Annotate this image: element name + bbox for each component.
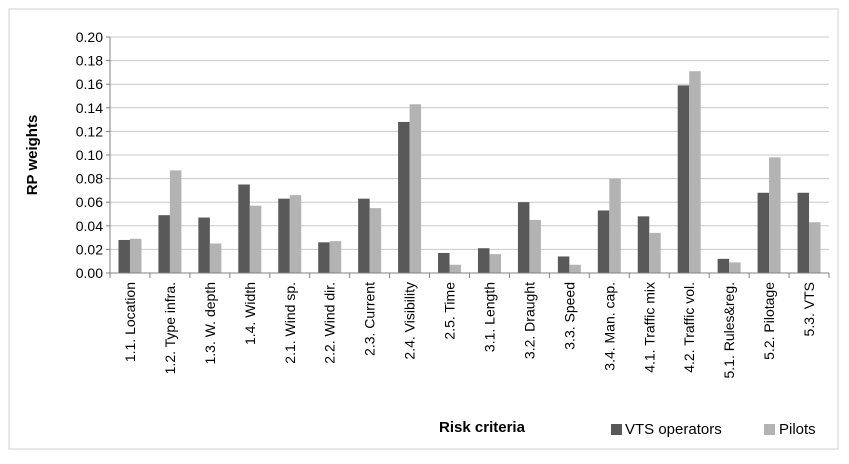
x-tick-label: 5.1. Rules&reg. xyxy=(721,282,737,379)
x-tick-label: 2.2. Wind dir. xyxy=(322,282,338,364)
bars xyxy=(118,71,821,274)
legend-label-vts: VTS operators xyxy=(625,421,722,438)
y-tick-label: 0.06 xyxy=(76,194,103,210)
x-tick-labels: 1.1. Location 1.2. Type infra. 1.3. W. dep… xyxy=(122,282,817,379)
bar-pilots xyxy=(689,71,701,273)
bar-pilots xyxy=(369,208,382,273)
x-tick-label: 3.4. Man. cap. xyxy=(601,282,617,371)
bar-vts-operators xyxy=(158,215,170,273)
x-tick-label: 1.2. Type infra. xyxy=(162,282,178,374)
bar-vts-operators xyxy=(517,202,530,273)
bar-pilots xyxy=(129,238,142,273)
bar-pilots xyxy=(729,262,741,273)
y-tick-label: 0.14 xyxy=(76,100,103,116)
bar-vts-operators xyxy=(238,184,250,273)
bar-pilots xyxy=(529,219,541,273)
legend-label-pilots: Pilots xyxy=(779,421,816,438)
y-tick-label: 0.00 xyxy=(76,265,103,281)
bar-pilots xyxy=(449,264,462,273)
x-tick-label: 2.5. Time xyxy=(442,282,458,340)
y-tick-label: 0.08 xyxy=(76,171,103,187)
x-tick-label: 5.2. Pilotage xyxy=(761,282,777,360)
x-tick-label: 2.3. Current xyxy=(362,282,378,356)
bar-pilots xyxy=(569,264,581,273)
y-tick-label: 0.16 xyxy=(76,76,103,92)
x-tick-label: 3.3. Speed xyxy=(561,282,577,350)
y-tick-labels: 0.00 0.02 0.04 0.06 0.08 0.10 0.12 0.14 0.16 0.18… xyxy=(76,29,103,281)
x-tick-label: 2.4. Visibility xyxy=(402,282,418,360)
bar-vts-operators xyxy=(198,217,210,273)
x-axis-label: Risk criteria xyxy=(439,419,526,436)
bar-pilots xyxy=(609,178,621,273)
bar-vts-operators xyxy=(557,256,570,273)
legend: VTS operators Pilots xyxy=(611,421,816,438)
x-tick-label: 1.1. Location xyxy=(122,282,138,362)
bar-pilots xyxy=(769,157,781,273)
gridlines xyxy=(110,36,829,250)
x-tick-label: 3.1. Length xyxy=(481,282,497,352)
bar-vts-operators xyxy=(398,121,410,274)
bar-vts-operators xyxy=(797,192,810,273)
y-axis-label: RP weights xyxy=(24,115,41,196)
axes xyxy=(106,36,830,278)
y-tick-label: 0.10 xyxy=(76,147,103,163)
bar-pilots xyxy=(249,205,262,273)
bar-vts-operators xyxy=(318,242,330,273)
bar-vts-operators xyxy=(597,210,610,273)
x-tick-label: 3.2. Draught xyxy=(521,282,537,359)
bar-pilots xyxy=(289,195,302,273)
bar-vts-operators xyxy=(278,198,290,273)
x-tick-label: 4.2. Traffic vol. xyxy=(681,282,697,373)
bar-vts-operators xyxy=(757,192,770,273)
y-tick-label: 0.02 xyxy=(76,241,103,257)
bar-pilots xyxy=(209,243,222,273)
bar-vts-operators xyxy=(118,239,130,273)
bar-vts-operators xyxy=(637,216,650,273)
bar-vts-operators xyxy=(358,198,370,273)
bar-vts-operators xyxy=(438,252,450,273)
y-tick-label: 0.04 xyxy=(76,218,103,234)
bar-pilots xyxy=(329,241,342,273)
bar-vts-operators xyxy=(677,85,690,273)
y-tick-label: 0.12 xyxy=(76,123,103,139)
bar-pilots xyxy=(809,222,821,273)
legend-swatch-pilots xyxy=(764,424,775,435)
bar-pilots xyxy=(489,254,501,273)
bar-pilots xyxy=(649,232,661,273)
y-tick-label: 0.18 xyxy=(76,53,103,69)
x-tick-label: 1.4. Width xyxy=(242,282,258,345)
legend-swatch-vts xyxy=(611,424,622,435)
x-tick-label: 2.1. Wind sp. xyxy=(282,282,298,364)
y-tick-label: 0.20 xyxy=(76,29,103,45)
bar-vts-operators xyxy=(717,258,730,273)
bar-vts-operators xyxy=(477,248,490,273)
x-tick-label: 5.3. VTS xyxy=(801,282,817,336)
x-tick-label: 1.3. W. depth xyxy=(202,282,218,365)
x-tick-label: 4.1. Traffic mix xyxy=(641,282,657,373)
bar-pilots xyxy=(409,104,422,273)
bar-pilots xyxy=(169,170,182,273)
